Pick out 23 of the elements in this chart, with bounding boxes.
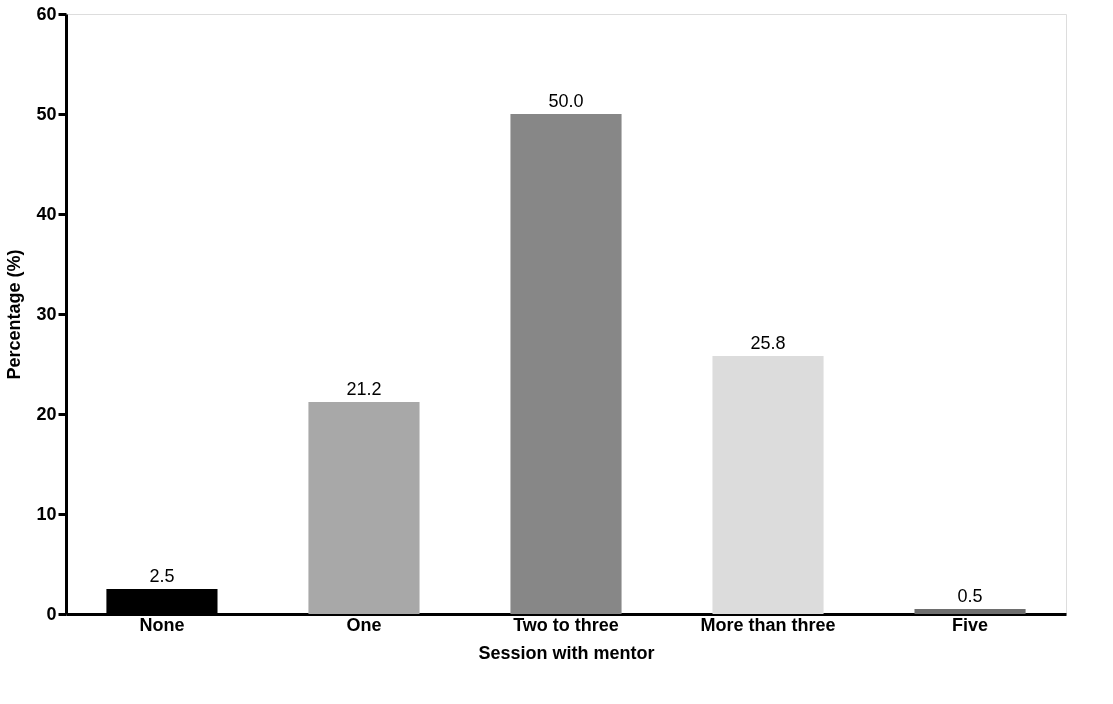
x-tick-label: Five [952,614,989,635]
data-label: 21.2 [346,379,382,399]
bar [510,114,622,614]
y-tick-label: 20 [36,403,57,424]
data-label: 50.0 [548,91,584,111]
y-tick-label: 40 [36,203,57,224]
x-tick-label: One [346,614,382,635]
data-label: 2.5 [149,566,175,586]
bar [308,402,420,614]
data-label: 0.5 [957,586,983,606]
x-tick-label: More than three [700,614,836,635]
bar [914,609,1026,614]
x-axis-title: Session with mentor [478,642,655,663]
y-tick-label: 0 [46,603,57,624]
data-label: 25.8 [750,333,786,353]
y-tick-label: 60 [36,3,57,24]
y-tick-label: 50 [36,103,57,124]
y-tick-label: 10 [36,503,57,524]
y-tick-label: 30 [36,303,57,324]
x-tick-label: Two to three [513,614,619,635]
x-tick-label: None [139,614,185,635]
bar [712,356,824,614]
y-axis-title: Percentage (%) [4,249,25,380]
